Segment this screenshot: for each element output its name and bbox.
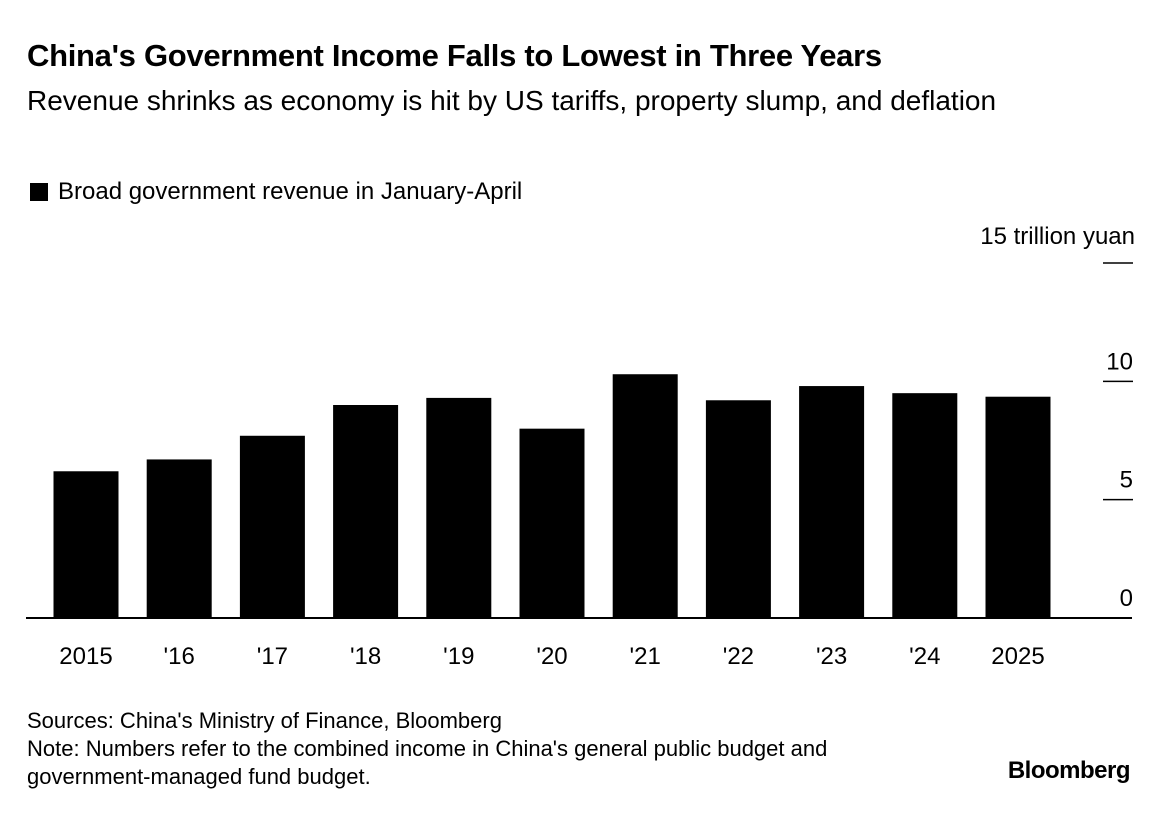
x-tick-label: 2025 xyxy=(991,643,1044,670)
bar-2025 xyxy=(985,396,1051,618)
note-text: Note: Numbers refer to the combined inco… xyxy=(27,736,828,789)
x-tick-label: '16 xyxy=(164,643,195,670)
bar-16 xyxy=(146,459,212,618)
x-tick-label: 2015 xyxy=(59,643,112,670)
bar-24 xyxy=(892,393,958,618)
sources-text: Sources: China's Ministry of Finance, Bl… xyxy=(27,708,502,733)
bar-17 xyxy=(239,435,305,618)
bar-21 xyxy=(612,374,678,618)
y-tick-label-top: 15 trillion yuan xyxy=(980,223,1135,250)
x-tick-label: '19 xyxy=(443,643,474,670)
bloomberg-logo: Bloomberg xyxy=(1007,757,1131,784)
y-tick-label: 0 xyxy=(1120,585,1133,612)
chart-title: China's Government Income Falls to Lowes… xyxy=(27,38,882,73)
bar-2015 xyxy=(53,471,119,618)
x-tick-label: '22 xyxy=(723,643,754,670)
bar-19 xyxy=(426,397,492,618)
x-tick-label: '18 xyxy=(350,643,381,670)
bar-23 xyxy=(799,386,865,618)
x-tick-label: '24 xyxy=(909,643,940,670)
chart-subtitle: Revenue shrinks as economy is hit by US … xyxy=(27,85,997,116)
legend-label: Broad government revenue in January-Apri… xyxy=(58,178,523,205)
legend: Broad government revenue in January-Apri… xyxy=(30,178,522,206)
bar-20 xyxy=(519,428,585,618)
x-tick-label: '20 xyxy=(536,643,567,670)
y-tick-label: 5 xyxy=(1120,467,1133,494)
legend-swatch xyxy=(30,183,48,201)
x-tick-label: '21 xyxy=(630,643,661,670)
bar-18 xyxy=(333,405,399,618)
bar-chart: 0 5 10 2015 '16 '17 '18 '19 '20 '21 '22 '23 '24 2025 xyxy=(26,262,1133,670)
bar-22 xyxy=(705,400,771,618)
x-tick-label: '17 xyxy=(257,643,288,670)
x-tick-label: '23 xyxy=(816,643,847,670)
y-tick-label: 10 xyxy=(1106,348,1133,375)
